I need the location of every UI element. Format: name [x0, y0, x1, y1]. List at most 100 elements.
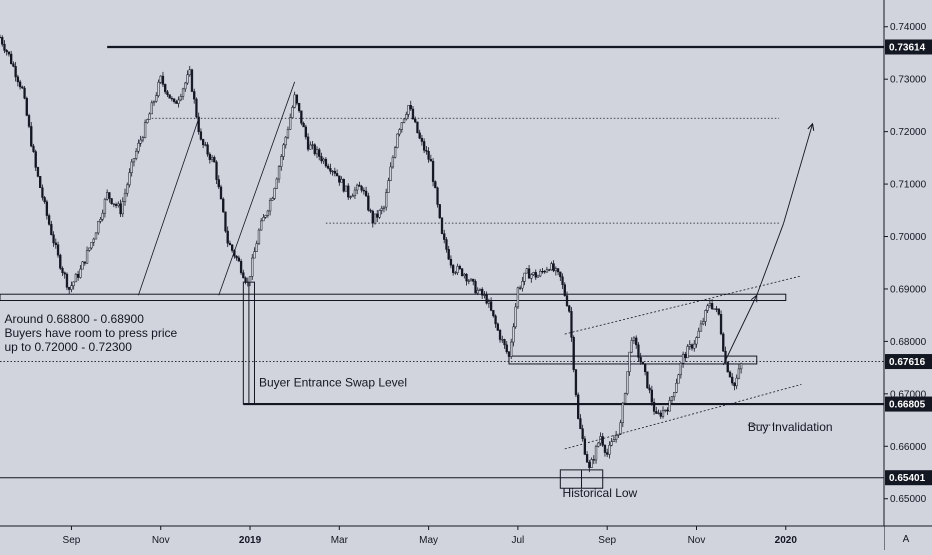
candle-body [36, 167, 40, 177]
candle-body [284, 136, 287, 146]
candle-133 [295, 94, 299, 106]
candle-body [155, 95, 158, 102]
candle-88 [195, 97, 198, 119]
candle-198 [440, 217, 444, 235]
candle-body [148, 113, 151, 120]
candle-body [27, 115, 31, 127]
time-axis[interactable]: Sep Nov 2019 Mar May Jul Sep Nov 2020 A [0, 525, 932, 550]
candle-body [117, 203, 120, 206]
price-tick-label: 0.72000 [890, 127, 927, 138]
candle-27 [59, 253, 62, 270]
trend-line-0 [218, 81, 296, 296]
candle-211 [469, 278, 473, 282]
candle-body [737, 368, 741, 379]
candle-body [52, 234, 55, 244]
candle-37 [81, 261, 84, 270]
candle-317 [706, 303, 709, 313]
candle-277 [617, 433, 620, 439]
candle-173 [385, 188, 388, 211]
time-tick-label: 2019 [239, 535, 262, 546]
price-tick-label: 0.71000 [890, 180, 927, 191]
candle-body [128, 172, 131, 186]
candle-body [34, 151, 37, 168]
candle-body [498, 330, 502, 340]
candle-8 [16, 74, 20, 87]
annotation-2: Buy Invalidation [748, 420, 833, 434]
candle-body [552, 263, 555, 272]
candle-body [688, 344, 691, 347]
candle-body [614, 435, 618, 440]
candle-body [543, 270, 546, 273]
candle-221 [492, 310, 495, 318]
candle-212 [472, 278, 475, 286]
candle-63 [139, 135, 142, 147]
candle-body [110, 198, 113, 204]
candle-58 [128, 168, 131, 188]
candle-86 [190, 68, 194, 93]
price-label-0: 0.73614 [889, 42, 926, 53]
candle-225 [501, 335, 504, 344]
candle-body [327, 165, 330, 169]
candle-body [452, 264, 455, 273]
candle-254 [565, 291, 569, 307]
candle-body [427, 151, 430, 160]
candle-138 [306, 133, 310, 152]
candle-56 [123, 188, 127, 206]
candle-122 [271, 196, 274, 201]
candle-124 [275, 177, 278, 189]
candle-body [518, 287, 522, 289]
candle-body [367, 195, 370, 211]
candle-273 [608, 441, 611, 459]
candle-218 [485, 291, 488, 305]
candle-body [608, 444, 611, 455]
price-axis[interactable]: 0.74000 0.73000 0.72000 0.71000 0.70000 0.690… [883, 0, 932, 550]
candle-body [536, 275, 540, 278]
candle-body [235, 255, 238, 259]
candle-54 [119, 199, 122, 218]
auto-scale-button[interactable]: A [903, 534, 910, 545]
candle-body [731, 376, 734, 384]
candle-body [231, 244, 234, 251]
candle-body [99, 218, 102, 222]
candle-body [126, 184, 129, 194]
candle-109 [242, 269, 245, 279]
candle-body [597, 442, 600, 447]
candle-150 [333, 167, 336, 177]
candle-body [181, 88, 185, 97]
candle-322 [717, 308, 720, 316]
price-tick-label: 0.74000 [890, 22, 927, 33]
candle-body [61, 268, 64, 274]
candle-body [106, 192, 109, 200]
candle-270 [601, 432, 604, 447]
candle-body [411, 108, 415, 120]
candle-259 [577, 392, 580, 420]
candle-body [286, 129, 290, 138]
candle-101 [224, 211, 227, 233]
candle-16 [34, 149, 37, 171]
candle-174 [387, 177, 390, 193]
candle-body [418, 132, 421, 139]
candle-332 [739, 362, 743, 374]
candle-body [338, 175, 341, 183]
candle-307 [684, 351, 687, 363]
candle-body [217, 179, 220, 188]
candle-13 [27, 113, 31, 129]
candle-144 [320, 152, 323, 164]
candle-body [534, 272, 537, 278]
projection-leg-1 [756, 223, 784, 296]
candle-body [722, 333, 725, 352]
candle-body [523, 272, 526, 282]
candle-132 [293, 91, 296, 109]
candle-body [130, 161, 133, 173]
candle-body [389, 166, 392, 181]
candle-body [268, 200, 272, 212]
candle-192 [427, 147, 430, 163]
candle-body [81, 261, 84, 270]
candle-232 [516, 286, 520, 310]
candle-body [646, 371, 649, 389]
candle-body [447, 249, 450, 260]
candle-200 [445, 237, 448, 253]
candle-164 [364, 186, 368, 197]
candle-310 [690, 343, 694, 351]
